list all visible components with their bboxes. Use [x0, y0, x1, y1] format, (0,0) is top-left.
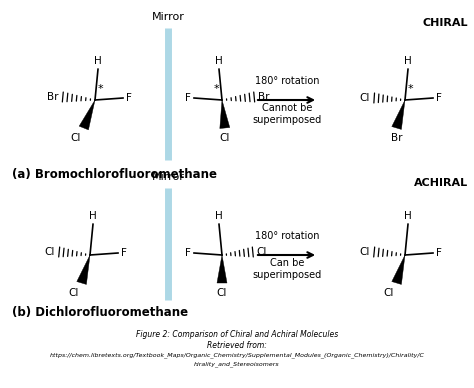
Text: F: F	[436, 93, 442, 103]
Polygon shape	[79, 100, 95, 130]
Text: https://chem.libretexts.org/Textbook_Maps/Organic_Chemistry/Supplemental_Modules: https://chem.libretexts.org/Textbook_Map…	[50, 352, 424, 358]
Text: H: H	[404, 211, 412, 221]
Text: H: H	[215, 56, 223, 66]
Text: H: H	[404, 56, 412, 66]
Text: Cl: Cl	[68, 288, 79, 298]
Text: Retrieved from:: Retrieved from:	[207, 341, 267, 350]
Text: Cl: Cl	[71, 133, 81, 143]
Text: *: *	[98, 84, 104, 94]
Text: H: H	[215, 211, 223, 221]
Text: Cl: Cl	[217, 288, 227, 298]
Text: Cl: Cl	[219, 133, 230, 143]
Text: F: F	[185, 93, 191, 103]
Polygon shape	[77, 255, 90, 284]
Text: 180° rotation: 180° rotation	[255, 76, 319, 86]
Text: ACHIRAL: ACHIRAL	[414, 178, 468, 188]
Text: H: H	[89, 211, 97, 221]
Polygon shape	[392, 100, 405, 130]
Text: F: F	[121, 248, 127, 258]
Text: F: F	[436, 248, 442, 258]
Text: Cannot be
superimposed: Cannot be superimposed	[252, 103, 322, 125]
Polygon shape	[392, 255, 405, 284]
Text: (b) Dichlorofluoromethane: (b) Dichlorofluoromethane	[12, 306, 188, 319]
Text: hirality_and_Stereoisomers: hirality_and_Stereoisomers	[194, 361, 280, 367]
Text: F: F	[185, 248, 191, 258]
Text: Cl: Cl	[360, 93, 370, 103]
Text: Cl: Cl	[360, 247, 370, 257]
Text: Br: Br	[47, 92, 59, 102]
Text: F: F	[126, 93, 132, 103]
Text: *: *	[408, 84, 414, 94]
Text: Cl: Cl	[257, 247, 267, 257]
Text: Mirror: Mirror	[152, 172, 184, 182]
Text: (a) Bromochlorofluoromethane: (a) Bromochlorofluoromethane	[12, 168, 217, 181]
Text: Cl: Cl	[383, 288, 393, 298]
Text: *: *	[214, 84, 219, 94]
Text: Br: Br	[258, 92, 270, 102]
Text: H: H	[94, 56, 102, 66]
Polygon shape	[220, 100, 230, 128]
Polygon shape	[217, 255, 227, 283]
Text: Cl: Cl	[45, 247, 55, 257]
Text: Mirror: Mirror	[152, 12, 184, 22]
Text: Can be
superimposed: Can be superimposed	[252, 258, 322, 280]
Text: Figure 2: Comparison of Chiral and Achiral Molecules: Figure 2: Comparison of Chiral and Achir…	[136, 330, 338, 339]
Text: Br: Br	[391, 133, 402, 143]
Text: CHIRAL: CHIRAL	[422, 18, 468, 28]
Text: 180° rotation: 180° rotation	[255, 231, 319, 241]
